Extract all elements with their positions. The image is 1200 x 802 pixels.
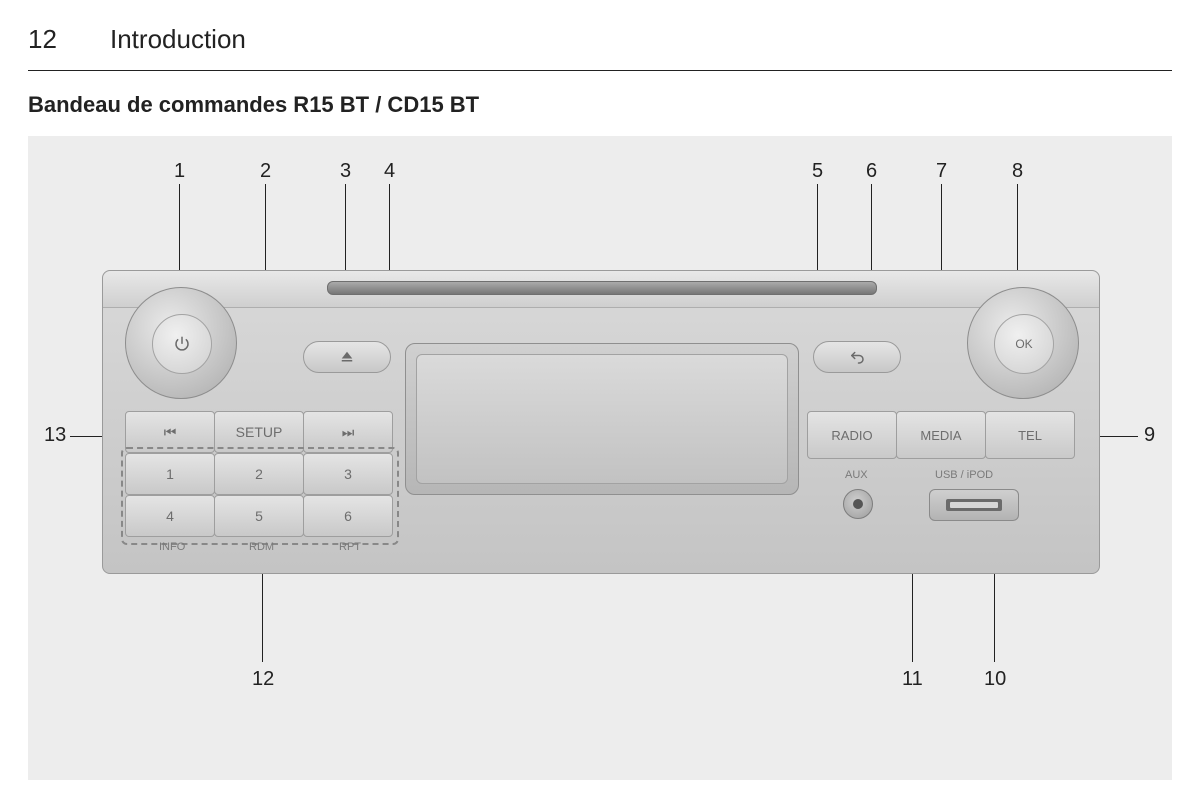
setup-button[interactable]: SETUP	[214, 411, 304, 453]
ok-label: OK	[994, 314, 1054, 374]
callout-10: 10	[984, 668, 1006, 691]
figure-area: 1 2 3 4 5 6 7 8 13 9 12 11 10	[28, 136, 1172, 780]
callout-1: 1	[174, 160, 185, 183]
under-label-rpt: RPT	[339, 541, 361, 553]
display-screen	[405, 343, 799, 495]
display-inner	[416, 354, 788, 484]
callout-11: 11	[902, 668, 923, 691]
callout-5: 5	[812, 160, 823, 183]
callout-8: 8	[1012, 160, 1023, 183]
usb-label: USB / iPOD	[935, 469, 993, 481]
preset-2-button[interactable]: 2	[214, 453, 304, 495]
preset-1-button[interactable]: 1	[125, 453, 215, 495]
callout-3: 3	[340, 160, 351, 183]
back-button[interactable]	[813, 341, 901, 373]
power-icon	[152, 314, 212, 374]
aux-label: AUX	[845, 469, 868, 481]
radio-button[interactable]: RADIO	[807, 411, 897, 459]
callout-13: 13	[44, 424, 66, 447]
next-track-button[interactable]: ⏭	[303, 411, 393, 453]
preset-3-button[interactable]: 3	[303, 453, 393, 495]
callout-4: 4	[384, 160, 395, 183]
eject-button[interactable]	[303, 341, 391, 373]
callout-2: 2	[260, 160, 271, 183]
callout-12: 12	[252, 668, 274, 691]
usb-port[interactable]	[929, 489, 1019, 521]
callout-9: 9	[1144, 424, 1155, 447]
ok-knob[interactable]: OK	[967, 287, 1079, 399]
under-label-info: INFO	[159, 541, 185, 553]
header-rule	[28, 70, 1172, 71]
power-volume-knob[interactable]	[125, 287, 237, 399]
preset-4-button[interactable]: 4	[125, 495, 215, 537]
section-title: Introduction	[110, 24, 246, 55]
subheading: Bandeau de commandes R15 BT / CD15 BT	[28, 92, 479, 118]
under-label-rdm: RDM	[249, 541, 274, 553]
usb-slot-icon	[946, 499, 1002, 511]
aux-port[interactable]	[843, 489, 873, 519]
back-icon	[848, 348, 866, 366]
page-number: 12	[28, 24, 57, 55]
left-button-cluster: ⏮ SETUP ⏭ 1 2 3 4 5 6 INFO RDM RPT	[125, 411, 395, 569]
leader-2	[265, 184, 266, 284]
cd-slot[interactable]	[327, 281, 877, 295]
prev-track-button[interactable]: ⏮	[125, 411, 215, 453]
eject-icon	[338, 348, 356, 366]
callout-7: 7	[936, 160, 947, 183]
radio-panel: OK ⏮ SETUP ⏭	[102, 270, 1100, 574]
callout-6: 6	[866, 160, 877, 183]
media-button[interactable]: MEDIA	[896, 411, 986, 459]
right-button-cluster: RADIO MEDIA TEL AUX USB / iPOD	[807, 411, 1077, 569]
tel-button[interactable]: TEL	[985, 411, 1075, 459]
preset-6-button[interactable]: 6	[303, 495, 393, 537]
preset-5-button[interactable]: 5	[214, 495, 304, 537]
